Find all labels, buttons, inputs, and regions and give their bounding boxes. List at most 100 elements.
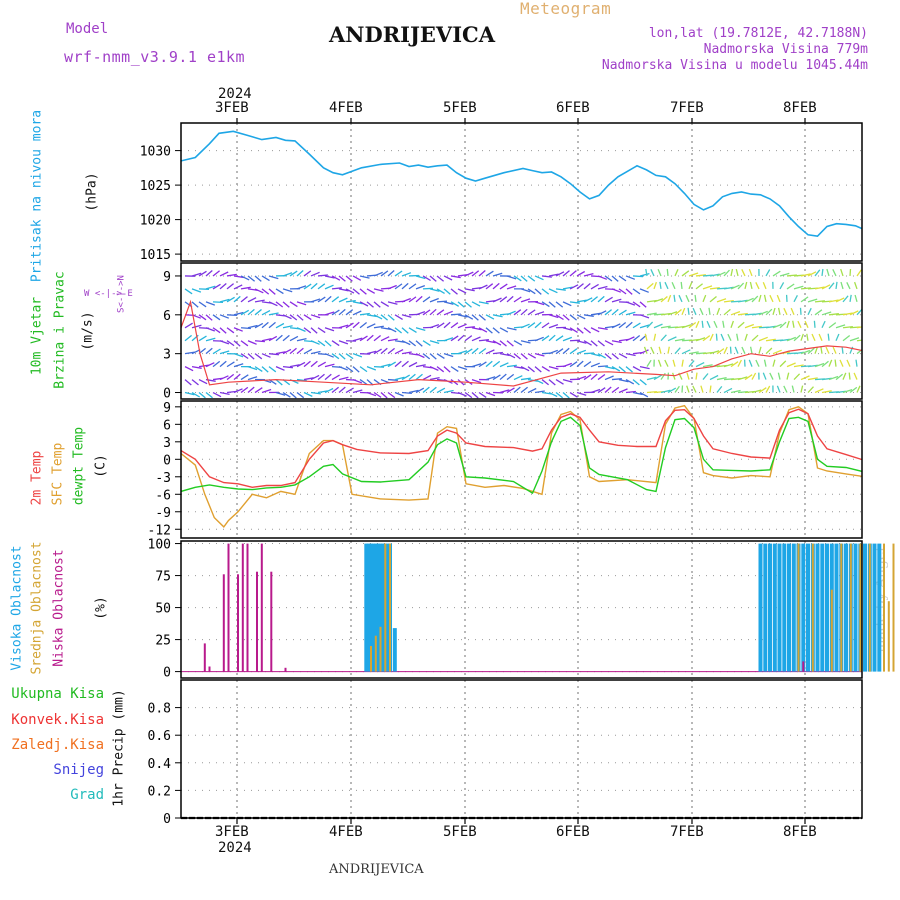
wind-barb (331, 287, 342, 290)
wind-barb (331, 353, 340, 360)
wind-barb (674, 385, 680, 393)
wind-barb (779, 272, 790, 277)
wind-barb (562, 347, 570, 355)
wind-barb (184, 334, 193, 342)
wind-speed-line (181, 299, 862, 387)
wind-barb (282, 391, 291, 398)
wind-barb (345, 299, 356, 303)
cloud-bar (366, 543, 371, 672)
wind-barb (408, 327, 417, 333)
cloud-ytick-label: 0 (163, 666, 171, 681)
wind-barb (422, 309, 431, 316)
wind-barb (729, 346, 732, 354)
wind-barb (562, 314, 570, 321)
bottom-day-label: 6FEB (556, 824, 590, 840)
wind-barb (499, 389, 510, 394)
wind-barb (429, 323, 440, 329)
wind-barb (352, 366, 360, 373)
wind-barb (478, 339, 489, 342)
wind-barb (709, 333, 714, 341)
wind-barb (478, 347, 487, 355)
wind-barb (436, 366, 445, 373)
wind-barb (555, 288, 566, 291)
wind-barb (842, 312, 853, 316)
wind-barb (800, 385, 804, 393)
wind-barb (296, 337, 307, 342)
cloud-bar (883, 543, 885, 672)
wind-barb (660, 312, 671, 316)
wind-barb (303, 360, 311, 368)
wind-barb (373, 334, 382, 342)
wind-barb (226, 273, 237, 277)
wind-barb (590, 296, 599, 303)
wind-barb (625, 311, 636, 316)
wind-barb (331, 275, 341, 281)
wind-barb (303, 314, 312, 321)
cloud-ytick-label: 50 (155, 602, 171, 617)
wind-barb (268, 366, 277, 373)
cloud-bar (364, 543, 369, 672)
cloud-bar (208, 666, 211, 672)
wind-barb (723, 363, 734, 368)
wind-barb (646, 321, 654, 329)
wind-barb (548, 391, 558, 398)
wind-barb (639, 314, 650, 319)
wind-barb (597, 340, 605, 347)
wind-barb (240, 309, 250, 316)
wind-barb (387, 392, 396, 399)
wind-barb (792, 320, 795, 328)
wind-barb (702, 285, 713, 290)
wind-barb (748, 268, 753, 277)
wind-barb (359, 288, 367, 295)
wind-barb (569, 361, 578, 368)
cloud-bar (859, 543, 862, 672)
wind-barb (797, 320, 802, 329)
wind-barb (840, 281, 844, 290)
cloud-bar (768, 543, 772, 672)
wind-barb (296, 285, 307, 290)
wind-barb (401, 272, 412, 277)
wind-barb (527, 322, 536, 329)
wind-barb (352, 275, 362, 281)
wind-barb (205, 362, 215, 368)
cloud-bar (246, 543, 249, 672)
temp-ytick-label: -6 (155, 488, 171, 503)
wind-barb (520, 275, 528, 282)
wind-barb (303, 348, 313, 355)
wind-barb (835, 324, 846, 329)
wind-barb (835, 333, 840, 341)
wind-barb (506, 295, 514, 303)
wind-barb (569, 301, 580, 304)
wind-barb (443, 366, 451, 373)
wind-barb (275, 351, 286, 355)
top-day-label: 7FEB (670, 100, 704, 116)
wind-barb (800, 296, 809, 303)
wind-barb (485, 349, 495, 355)
wind-barb (814, 309, 823, 316)
wind-barb (772, 307, 776, 315)
wind-barb (527, 309, 536, 316)
wind-barb (464, 314, 474, 320)
pressure-ytick-label: 1020 (140, 214, 171, 229)
wind-barb (667, 294, 672, 303)
temp-ytick-label: 0 (163, 453, 171, 468)
wind-barb (793, 295, 798, 303)
wind-barb (219, 340, 230, 345)
wind-barb (492, 351, 503, 355)
wind-barb (191, 379, 199, 386)
wind-barb (783, 385, 788, 393)
wind-barb (212, 314, 221, 321)
wind-barb (664, 281, 669, 290)
wind-barb (632, 391, 643, 396)
wind-barb (338, 275, 346, 282)
wind-barb (506, 387, 515, 394)
wind-barb (583, 327, 592, 334)
cloud-bar (853, 543, 858, 672)
footer-station: ANDRIJEVICA (329, 862, 424, 877)
wind-barb (198, 392, 206, 399)
wind-barb (632, 275, 644, 278)
wind-barb (751, 312, 762, 316)
wind-barb (821, 390, 832, 394)
wind-barb (338, 308, 346, 316)
wind-barb (415, 310, 426, 316)
